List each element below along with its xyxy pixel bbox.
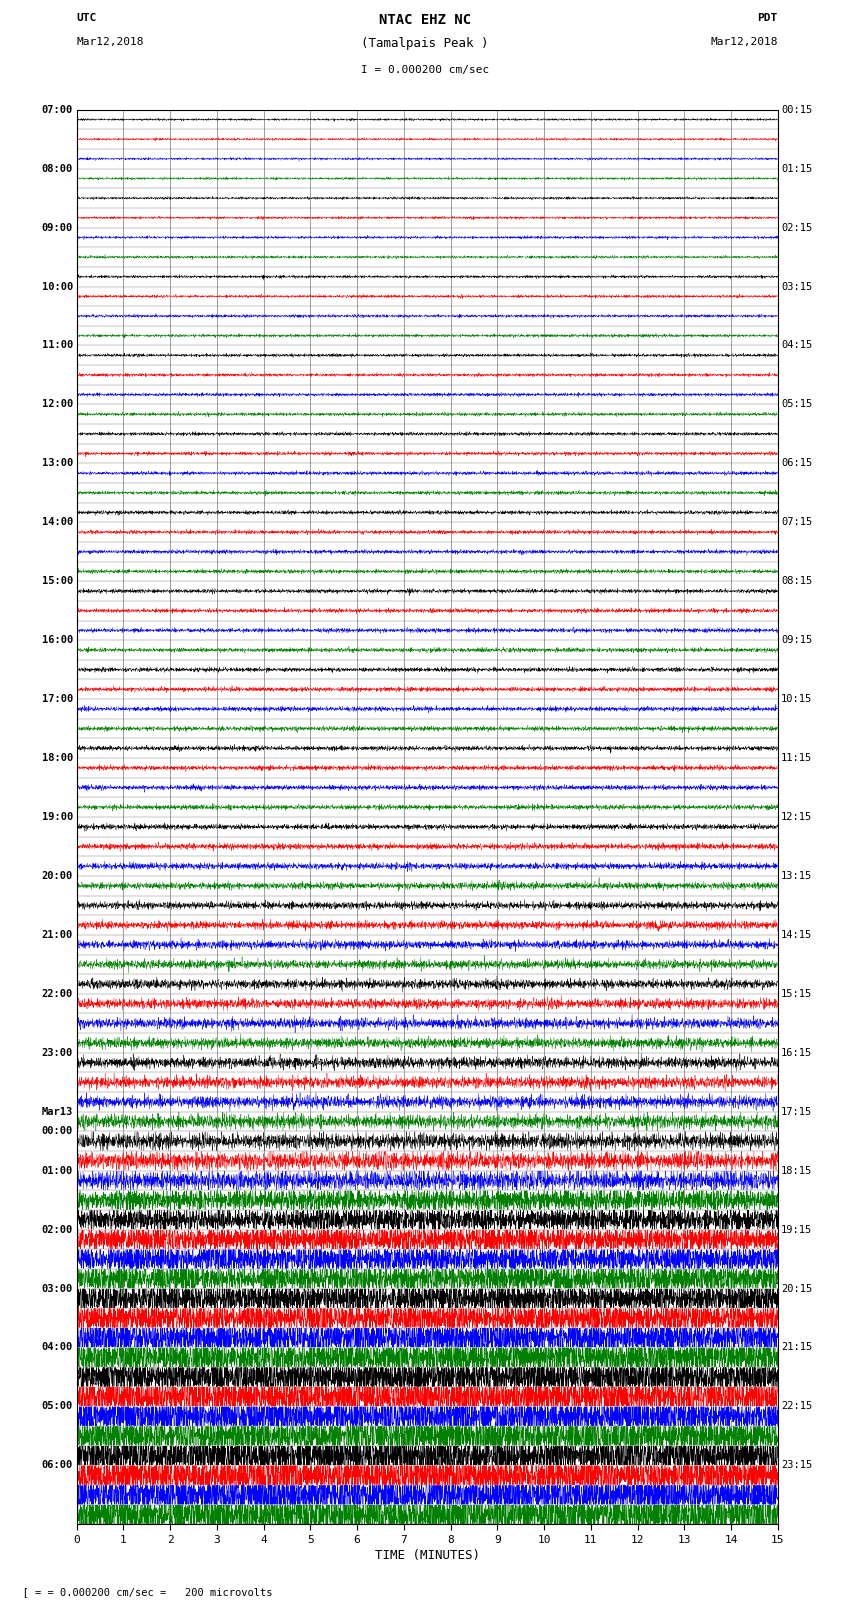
Text: 10:15: 10:15: [781, 694, 813, 705]
Text: I = 0.000200 cm/sec: I = 0.000200 cm/sec: [361, 65, 489, 74]
Text: 12:00: 12:00: [42, 400, 73, 410]
Text: 18:00: 18:00: [42, 753, 73, 763]
Text: 05:15: 05:15: [781, 400, 813, 410]
Text: 01:15: 01:15: [781, 163, 813, 174]
Text: 09:00: 09:00: [42, 223, 73, 232]
Text: 08:00: 08:00: [42, 163, 73, 174]
Text: 08:15: 08:15: [781, 576, 813, 586]
Text: 17:00: 17:00: [42, 694, 73, 705]
Text: 18:15: 18:15: [781, 1166, 813, 1176]
Text: 20:00: 20:00: [42, 871, 73, 881]
Text: 22:00: 22:00: [42, 989, 73, 998]
Text: 21:15: 21:15: [781, 1342, 813, 1352]
Text: 14:15: 14:15: [781, 929, 813, 940]
Text: 16:00: 16:00: [42, 636, 73, 645]
Text: [ = = 0.000200 cm/sec =   200 microvolts: [ = = 0.000200 cm/sec = 200 microvolts: [10, 1587, 273, 1597]
Text: NTAC EHZ NC: NTAC EHZ NC: [379, 13, 471, 27]
Text: 05:00: 05:00: [42, 1402, 73, 1411]
Text: 21:00: 21:00: [42, 929, 73, 940]
Text: PDT: PDT: [757, 13, 778, 23]
Text: 02:00: 02:00: [42, 1224, 73, 1234]
Text: 13:00: 13:00: [42, 458, 73, 468]
Text: 11:00: 11:00: [42, 340, 73, 350]
Text: 19:15: 19:15: [781, 1224, 813, 1234]
Text: 12:15: 12:15: [781, 811, 813, 823]
Text: 00:15: 00:15: [781, 105, 813, 115]
Text: 15:15: 15:15: [781, 989, 813, 998]
Text: Mar12,2018: Mar12,2018: [711, 37, 778, 47]
Text: 14:00: 14:00: [42, 518, 73, 527]
Text: 22:15: 22:15: [781, 1402, 813, 1411]
Text: 23:15: 23:15: [781, 1460, 813, 1471]
Text: 15:00: 15:00: [42, 576, 73, 586]
Text: UTC: UTC: [76, 13, 97, 23]
Text: 06:00: 06:00: [42, 1460, 73, 1471]
Text: 06:15: 06:15: [781, 458, 813, 468]
Text: 03:00: 03:00: [42, 1284, 73, 1294]
Text: Mar12,2018: Mar12,2018: [76, 37, 144, 47]
Text: 07:00: 07:00: [42, 105, 73, 115]
Text: 04:00: 04:00: [42, 1342, 73, 1352]
Text: 19:00: 19:00: [42, 811, 73, 823]
Text: 10:00: 10:00: [42, 282, 73, 292]
X-axis label: TIME (MINUTES): TIME (MINUTES): [375, 1548, 479, 1561]
Text: 20:15: 20:15: [781, 1284, 813, 1294]
Text: 07:15: 07:15: [781, 518, 813, 527]
Text: 03:15: 03:15: [781, 282, 813, 292]
Text: 04:15: 04:15: [781, 340, 813, 350]
Text: 09:15: 09:15: [781, 636, 813, 645]
Text: 16:15: 16:15: [781, 1048, 813, 1058]
Text: Mar13: Mar13: [42, 1107, 73, 1116]
Text: 13:15: 13:15: [781, 871, 813, 881]
Text: (Tamalpais Peak ): (Tamalpais Peak ): [361, 37, 489, 50]
Text: 02:15: 02:15: [781, 223, 813, 232]
Text: 11:15: 11:15: [781, 753, 813, 763]
Text: 17:15: 17:15: [781, 1107, 813, 1116]
Text: 00:00: 00:00: [42, 1126, 73, 1136]
Text: 01:00: 01:00: [42, 1166, 73, 1176]
Text: 23:00: 23:00: [42, 1048, 73, 1058]
